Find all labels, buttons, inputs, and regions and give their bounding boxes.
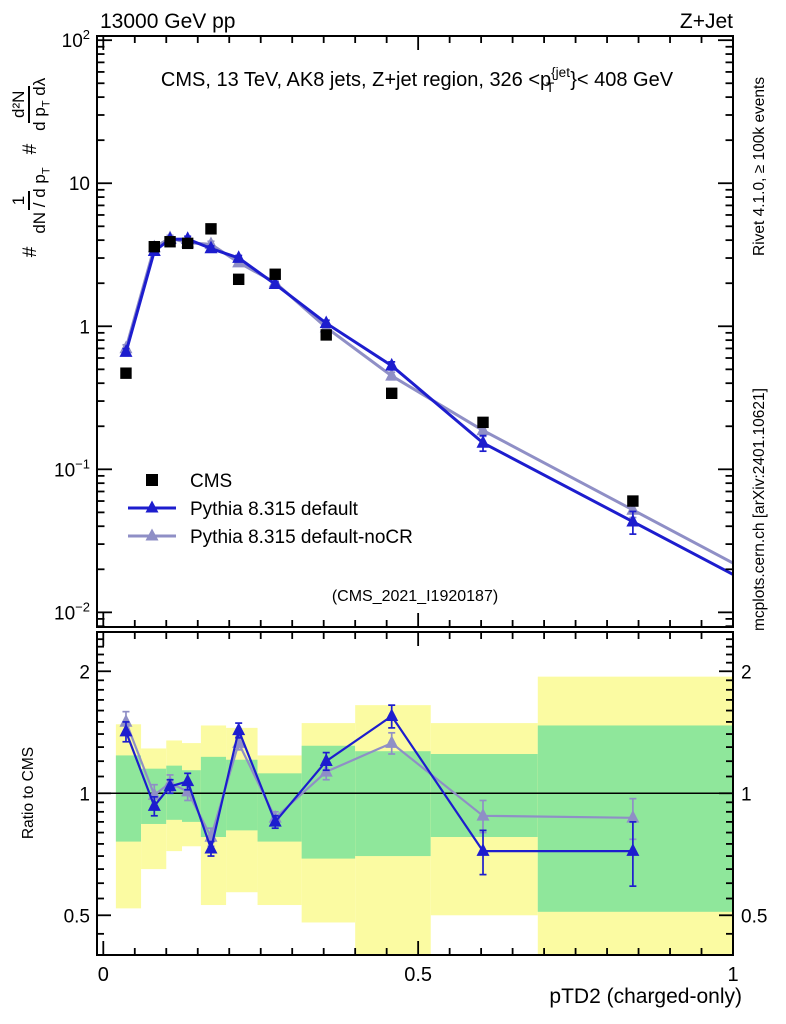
ylabel-frac1-denominator: dN / d pT [30,162,53,238]
y-tick-label: 10−1 [54,456,90,481]
main-panel-frame [96,35,734,628]
legend: CMS Pythia 8.315 default Pythia 8.315 de… [128,471,413,548]
data-point-triangle [147,798,161,811]
data-point-square [269,268,281,280]
data-point-square [120,367,132,379]
data-point-triangle [385,735,399,748]
data-point-triangle [232,722,246,736]
main-series [119,223,734,576]
band-green [115,755,142,842]
ylabel-frac2-den-tail: dλ [30,77,50,101]
band-green [355,751,431,857]
ratio-tick-label-left: 1 [79,784,90,805]
data-point-triangle [163,778,177,792]
data-point-triangle [119,714,133,727]
ratio-tick-label-left: 0.5 [64,906,90,927]
legend-label-pythia-default: Pythia 8.315 default [190,499,359,520]
rivet-version-note: Rivet 4.1.0, ≥ 100k events [751,77,768,256]
data-point-triangle [232,250,246,263]
legend-label-pythia-nocr: Pythia 8.315 default-noCR [190,527,413,548]
ylabel-fraction-2: d²N d pT dλ [8,73,54,136]
data-point-triangle [119,723,133,737]
data-point-triangle [626,809,640,823]
data-point-triangle [204,240,218,254]
beam-energy-label: 13000 GeV pp [100,10,235,33]
ylabel-frac2-denominator: d pT dλ [30,73,53,136]
ratio-tick-label-right: 1 [741,784,752,805]
data-point-triangle [476,843,490,856]
ylabel-hash-1: # [20,246,41,258]
legend-marker-pythia-default-triangle [145,500,159,513]
data-point-square [164,236,176,248]
axis-tick-labels: 0 0.5 1 102 10 1 10−1 10−2 2 2 1 1 0.5 0.5 [54,27,767,986]
mc-curve [124,237,734,576]
ratio-uncertainty-bands [115,676,733,955]
data-point-triangle [181,773,195,787]
y-tick-label: 102 [62,27,90,52]
ratio-axis-title: Ratio to CMS [20,747,37,839]
data-point-triangle [385,357,399,371]
legend-label-cms: CMS [190,471,232,492]
x-axis-title: pTD2 (charged-only) [549,985,742,1008]
data-point-triangle [626,843,640,856]
data-point-triangle [119,344,133,357]
data-point-square [181,237,194,250]
data-point-triangle [476,807,490,821]
data-point-triangle [319,315,333,329]
band-green [430,754,538,838]
data-point-triangle [476,422,490,436]
plot-title-sub: T [546,80,554,95]
data-point-square [205,223,217,235]
y-tick-label: 10−2 [54,599,90,624]
plot-title-pre: CMS, 13 TeV, AK8 jets, Z+jet region, 326… [161,69,551,91]
data-point-triangle [319,753,333,766]
data-point-triangle [476,435,490,448]
ylabel-frac1-numerator: 1 [8,190,31,211]
data-point-triangle [268,276,282,289]
plot-title: CMS, 13 TeV, AK8 jets, Z+jet region, 326… [161,65,674,95]
ylabel-frac2-numerator: d²N [8,85,31,123]
main-y-axis-title: # 1 dN / d pT # d²N d pT dλ [1,15,61,315]
data-point-triangle [204,840,218,854]
ylabel-hash-2: # [20,143,41,155]
ratio-panel-frame [96,631,734,956]
plot-title-sup: {jet [551,65,570,80]
ylabel-frac2-den-text: d p [30,107,50,131]
data-point-triangle [268,814,282,827]
band-green [257,773,302,842]
process-label: Z+Jet [680,10,733,33]
data-point-square [232,273,245,286]
x-tick-label: 0.5 [404,964,432,986]
ylabel-frac1-den-sub: T [40,167,53,175]
analysis-watermark: (CMS_2021_I1920187) [332,588,498,605]
x-tick-label: 1 [727,964,738,986]
data-point-triangle [385,708,399,721]
data-point-square [627,495,639,507]
ylabel-frac2-den-sub: T [40,100,53,108]
legend-marker-pythia-nocr-triangle [145,528,159,541]
plot-title-post: }< 408 GeV [570,69,674,91]
ylabel-frac1-den-text: dN / d p [30,174,50,234]
data-point-triangle [385,368,399,381]
mcplots-arxiv-note: mcplots.cern.ch [arXiv:2401.10621] [751,388,768,631]
ratio-tick-label-left: 2 [79,662,90,683]
x-tick-label: 0 [98,964,109,986]
data-point-square [386,387,398,399]
ratio-tick-label-right: 0.5 [741,906,767,927]
ratio-series [119,704,640,888]
y-tick-label: 10 [69,174,90,195]
y-tick-label: 1 [79,317,90,338]
data-point-square [148,241,161,253]
ratio-tick-label-right: 2 [741,662,752,683]
legend-marker-cms-square [146,474,158,486]
data-point-square [320,329,332,341]
data-point-triangle [626,513,640,527]
data-point-square [477,416,489,429]
ylabel-fraction-1: 1 dN / d pT [8,162,54,238]
